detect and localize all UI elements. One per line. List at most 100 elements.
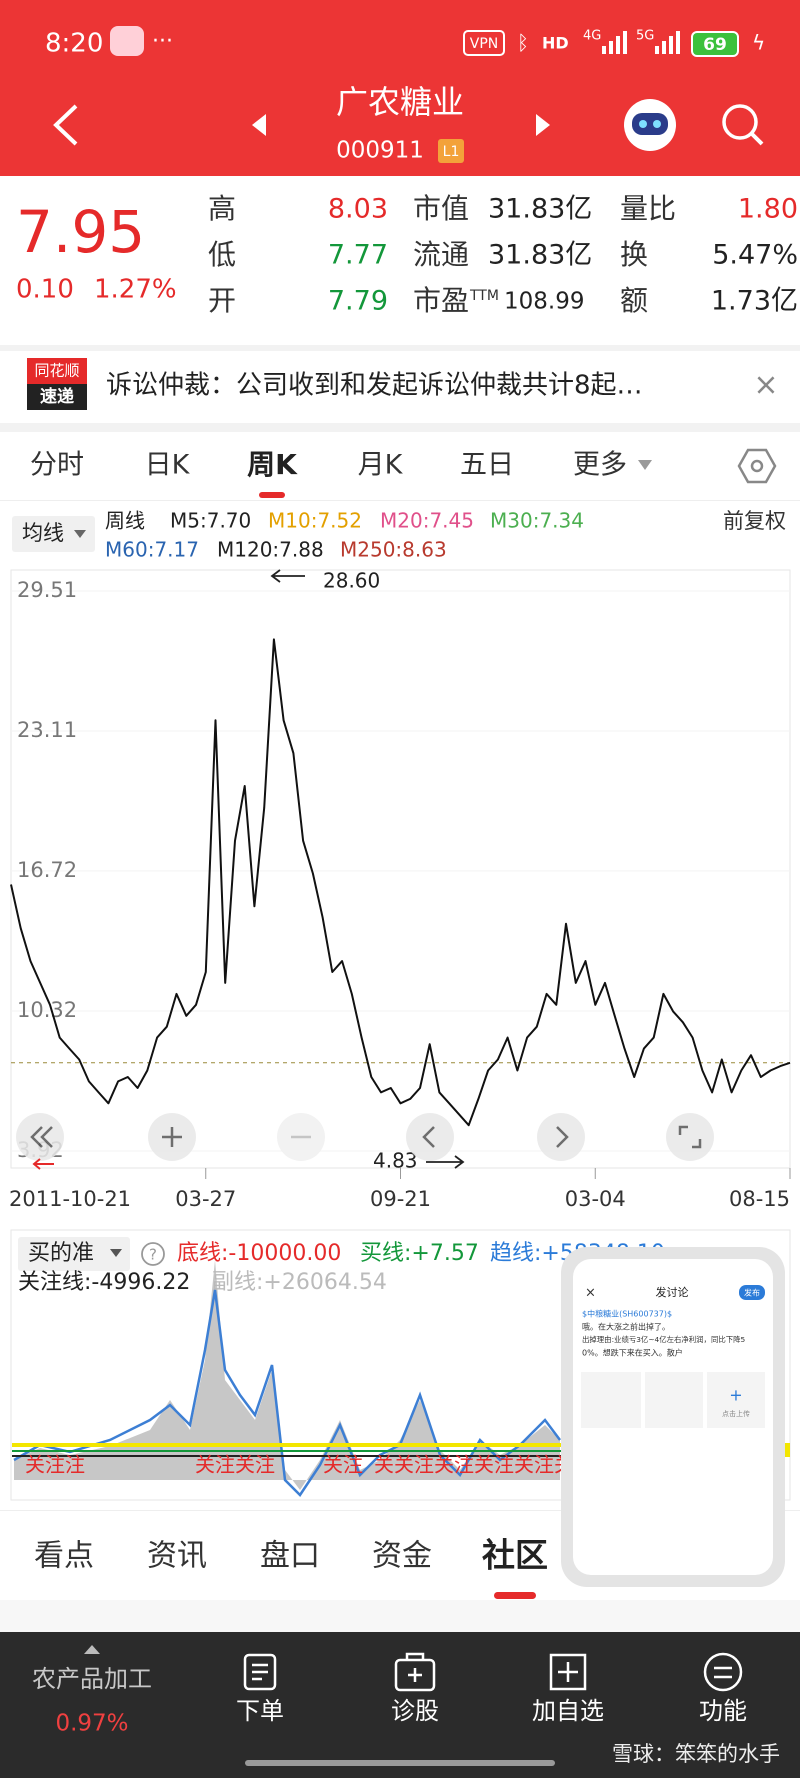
search-button[interactable] (722, 104, 764, 146)
indicator-band (12, 1443, 562, 1447)
ma-item: M5:7.70 (170, 509, 251, 533)
popup-line: 0%。想跌下来在买入。散户 (582, 1348, 683, 1358)
field-value: 108.99 (504, 289, 584, 315)
ma-selector[interactable] (12, 516, 95, 552)
field-value: 8.03 (328, 194, 388, 225)
focus-mark: 关注关注 (195, 1453, 275, 1477)
news-headline[interactable]: 诉讼仲裁：公司收到和发起诉讼仲裁共计8起… (106, 371, 643, 401)
prev-stock[interactable] (252, 114, 266, 136)
back-button[interactable] (53, 104, 78, 146)
nav-item[interactable]: 诊股 (391, 1697, 439, 1725)
field-value: 1.73亿 (711, 286, 798, 317)
pan-left[interactable] (406, 1113, 454, 1161)
red-arrow (32, 1158, 54, 1170)
help-icon[interactable] (141, 1242, 165, 1266)
ma-period: 周线 (105, 509, 145, 533)
zoom-left-icon (30, 1126, 53, 1148)
field-value: 31.83亿 (488, 240, 592, 271)
spacer (0, 1600, 800, 1632)
indicator-selector[interactable] (18, 1237, 130, 1271)
sector-name[interactable]: 农产品加工 (32, 1665, 152, 1693)
field-value: 7.79 (328, 286, 388, 317)
info-tab[interactable]: 资讯 (147, 1539, 207, 1574)
status-hd: HD (542, 34, 569, 53)
app-icon (110, 26, 144, 56)
chart-controls (16, 1113, 714, 1161)
popup-close[interactable]: × (585, 1286, 596, 1301)
settings-icon[interactable] (737, 448, 777, 484)
nav-item[interactable]: 加自选 (532, 1697, 604, 1725)
period-tab[interactable]: 更多 (573, 450, 627, 481)
y-tick-label: 10.32 (17, 998, 77, 1022)
focus-mark: 关注注 (25, 1453, 85, 1477)
field-label: 开 (208, 284, 236, 317)
info-tab-active[interactable]: 社区 (482, 1536, 548, 1575)
popup-upload-icon: + (729, 1386, 742, 1405)
x-tick-label: 2011-10-21 (9, 1187, 131, 1211)
robot-button[interactable] (624, 99, 676, 151)
nav-item[interactable]: 功能 (699, 1697, 747, 1725)
popup-publish[interactable] (739, 1285, 765, 1300)
stock-code: 000911 (336, 138, 424, 164)
field-value: 7.77 (328, 240, 388, 271)
field-suffix: TTM (469, 288, 499, 304)
divider (0, 345, 800, 351)
period-tab-active[interactable]: 周K (247, 448, 298, 481)
period-tab[interactable]: 分时 (30, 450, 84, 481)
popup-title: 发讨论 (656, 1285, 689, 1299)
indicator-band (12, 1450, 562, 1452)
zoom-left[interactable] (16, 1113, 64, 1161)
high-annotation: 28.60 (323, 569, 380, 593)
sector-caret (84, 1645, 100, 1654)
ma-selector-text[interactable]: 均线 (22, 521, 64, 545)
pan-left-icon (422, 1126, 435, 1148)
popup-image (645, 1372, 703, 1428)
popup-upload-text: 点击上传 (722, 1409, 750, 1418)
popup-upload[interactable] (707, 1372, 765, 1428)
popup-line: 出掉理由:业绩亏3亿~4亿左右净利润，同比下降5 (582, 1335, 746, 1344)
tab-underline (259, 492, 285, 498)
x-tick-label: 08-15 (729, 1187, 790, 1211)
price-line (10, 638, 791, 1127)
x-tick-label: 03-27 (175, 1187, 236, 1211)
y-tick-label: 29.51 (17, 578, 77, 602)
info-tab[interactable]: 盘口 (260, 1539, 320, 1574)
price-chart: 29.5123.1116.7210.323.922011-10-2103-270… (9, 578, 791, 1211)
help-icon-text: ? (149, 1246, 157, 1264)
tab-underline (494, 1592, 536, 1599)
popup-publish-text: 发布 (744, 1288, 760, 1298)
period-tab[interactable]: 五日 (460, 450, 514, 481)
status-time: 8:20 (45, 29, 103, 59)
period-tab[interactable]: 日K (145, 450, 191, 481)
charge-icon: ϟ (752, 31, 765, 55)
x-tick-label: 03-04 (565, 1187, 626, 1211)
period-tab[interactable]: 月K (358, 450, 404, 481)
divider (0, 423, 800, 432)
divider (0, 500, 800, 501)
next-stock[interactable] (536, 114, 550, 136)
pan-right[interactable] (537, 1113, 585, 1161)
status-vpn: VPN (470, 36, 499, 52)
indicator-name[interactable]: 买的准 (28, 1241, 94, 1266)
popup-line: 哦。在大涨之前出掉了。 (582, 1322, 670, 1332)
adjust-mode[interactable]: 前复权 (723, 509, 786, 533)
home-indicator (245, 1760, 555, 1766)
ma-item: M20:7.45 (380, 509, 474, 533)
nav-item[interactable]: 下单 (236, 1697, 284, 1725)
indicator-line (13, 1289, 561, 1497)
info-tab[interactable]: 资金 (372, 1539, 432, 1574)
news-logo (27, 384, 87, 410)
level-badge (438, 139, 464, 163)
focus-mark: 关注 (323, 1453, 363, 1477)
fullscreen[interactable] (666, 1113, 714, 1161)
pan-right-icon (556, 1126, 569, 1148)
divider (0, 1510, 800, 1511)
news-close[interactable]: × (753, 368, 778, 403)
field-label: 量比 (620, 192, 676, 225)
info-tab[interactable]: 看点 (34, 1539, 94, 1574)
indicator-band (785, 1443, 790, 1457)
field-label: 换 (620, 238, 648, 271)
indicator-value: 买线:+7.57 (360, 1241, 479, 1266)
bt-icon: ᛒ (517, 31, 529, 55)
vpn-box (463, 30, 505, 56)
